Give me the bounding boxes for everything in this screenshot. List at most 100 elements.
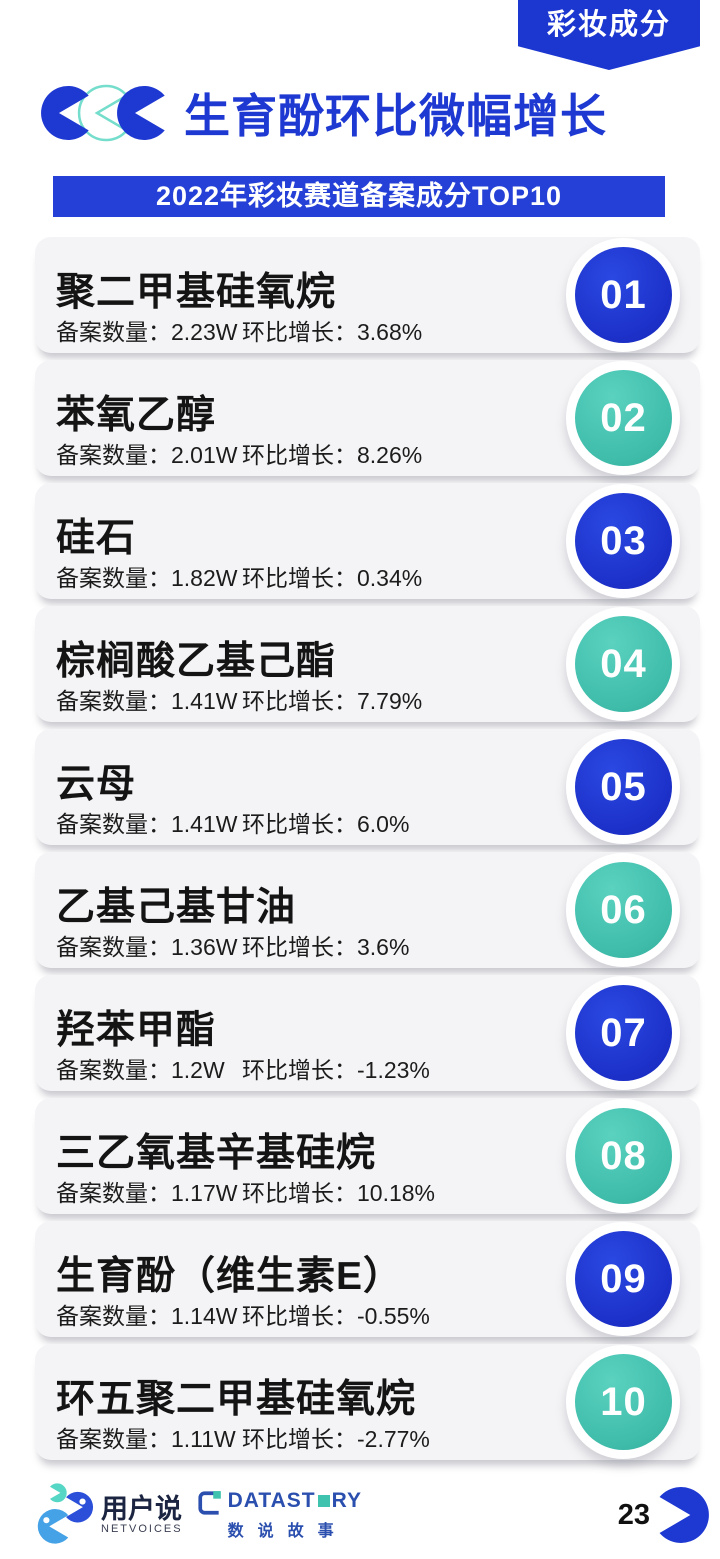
rank-badge: 02 bbox=[575, 370, 672, 466]
rank-badge: 08 bbox=[575, 1108, 672, 1204]
growth-value: 8.26% bbox=[357, 442, 423, 468]
growth-label: 环比增长： bbox=[242, 811, 357, 837]
growth-label: 环比增长： bbox=[242, 688, 357, 714]
count-label: 备案数量： bbox=[56, 688, 171, 714]
growth-value: 0.34% bbox=[357, 565, 423, 591]
rank-badge: 06 bbox=[575, 862, 672, 958]
count-value: 1.36W bbox=[171, 934, 238, 960]
ingredient-stats: 备案数量：1.82W 环比增长：0.34% bbox=[56, 559, 422, 593]
ingredient-stats: 备案数量：1.41W 环比增长：7.79% bbox=[56, 682, 422, 716]
growth-value: -1.23% bbox=[357, 1057, 430, 1083]
ingredient-name: 聚二甲基硅氧烷 bbox=[56, 271, 337, 314]
netvoices-text: 用户说 NETVOICES bbox=[101, 1493, 183, 1535]
pacman-left-icon bbox=[659, 1487, 709, 1543]
ingredient-name: 生育酚（维生素E） bbox=[56, 1255, 404, 1298]
datastory-square-icon bbox=[197, 1491, 221, 1515]
growth-value: 3.68% bbox=[357, 319, 423, 345]
growth-label: 环比增长： bbox=[242, 1180, 357, 1206]
page-number: 23 bbox=[617, 1498, 650, 1531]
netvoices-birds-icon bbox=[37, 1483, 94, 1544]
rank-number: 10 bbox=[600, 1379, 647, 1424]
growth-value: -0.55% bbox=[357, 1303, 430, 1329]
ingredient-stats: 备案数量：1.2W 环比增长：-1.23% bbox=[56, 1051, 430, 1085]
growth-label: 环比增长： bbox=[242, 1303, 357, 1329]
triple-pacman-icon bbox=[41, 84, 165, 142]
rank-number: 08 bbox=[600, 1133, 647, 1178]
growth-value: 7.79% bbox=[357, 688, 423, 714]
count-label: 备案数量： bbox=[56, 934, 171, 960]
count-label: 备案数量： bbox=[56, 1057, 171, 1083]
rank-card-10: 环五聚二甲基硅氧烷 备案数量：1.11W 环比增长：-2.77% 10 bbox=[35, 1344, 700, 1460]
ingredient-stats: 备案数量：1.41W 环比增长：6.0% bbox=[56, 805, 409, 839]
ingredient-name: 环五聚二甲基硅氧烷 bbox=[56, 1378, 417, 1421]
rank-number: 02 bbox=[600, 395, 647, 440]
count-value: 2.01W bbox=[171, 442, 238, 468]
count-label: 备案数量： bbox=[56, 565, 171, 591]
rank-number: 04 bbox=[600, 641, 647, 686]
rank-number: 01 bbox=[600, 272, 647, 317]
rank-number: 09 bbox=[600, 1256, 647, 1301]
rank-badge: 03 bbox=[575, 493, 672, 589]
datastory-text: DATAST RY 数说故事 bbox=[228, 1489, 362, 1541]
corner-ribbon-label: 彩妆成分 bbox=[546, 9, 671, 41]
ingredient-stats: 备案数量：1.17W 环比增长：10.18% bbox=[56, 1174, 435, 1208]
ingredient-stats: 备案数量：1.36W 环比增长：3.6% bbox=[56, 928, 409, 962]
count-label: 备案数量： bbox=[56, 1303, 171, 1329]
section-banner: 2022年彩妆赛道备案成分TOP10 bbox=[53, 176, 665, 217]
ingredient-stats: 备案数量：1.14W 环比增长：-0.55% bbox=[56, 1297, 430, 1331]
growth-label: 环比增长： bbox=[242, 1057, 357, 1083]
count-label: 备案数量： bbox=[56, 1426, 171, 1452]
rank-badge: 01 bbox=[575, 247, 672, 343]
title-row: 生育酚环比微幅增长 bbox=[40, 80, 607, 146]
count-value: 1.11W bbox=[171, 1426, 236, 1452]
rank-card-8: 三乙氧基辛基硅烷 备案数量：1.17W 环比增长：10.18% 08 bbox=[35, 1098, 700, 1214]
count-value: 1.41W bbox=[171, 811, 238, 837]
count-value: 1.17W bbox=[171, 1180, 238, 1206]
rank-card-7: 羟苯甲酯 备案数量：1.2W 环比增长：-1.23% 07 bbox=[35, 975, 700, 1091]
count-label: 备案数量： bbox=[56, 442, 171, 468]
growth-label: 环比增长： bbox=[242, 319, 357, 345]
datastory-name-pre: DATAST bbox=[227, 1489, 316, 1512]
rank-card-1: 聚二甲基硅氧烷 备案数量：2.23W 环比增长：3.68% 01 bbox=[35, 237, 700, 353]
growth-label: 环比增长： bbox=[242, 442, 357, 468]
count-label: 备案数量： bbox=[56, 319, 171, 345]
rank-card-5: 云母 备案数量：1.41W 环比增长：6.0% 05 bbox=[35, 729, 700, 845]
square-glyph-icon bbox=[317, 1495, 330, 1507]
ingredient-stats: 备案数量：2.23W 环比增长：3.68% bbox=[56, 313, 422, 347]
growth-value: -2.77% bbox=[357, 1426, 430, 1452]
page-title: 生育酚环比微幅增长 bbox=[184, 90, 607, 142]
ingredient-name: 硅石 bbox=[56, 517, 137, 560]
rank-badge: 04 bbox=[575, 616, 672, 712]
rank-badge: 09 bbox=[575, 1231, 672, 1327]
datastory-name: DATAST RY bbox=[228, 1489, 362, 1513]
growth-value: 6.0% bbox=[357, 811, 410, 837]
count-label: 备案数量： bbox=[56, 811, 171, 837]
rank-badge: 07 bbox=[575, 985, 672, 1081]
netvoices-name: 用户说 bbox=[101, 1493, 182, 1524]
footer-logos: 用户说 NETVOICES DATAST RY 数说故事 bbox=[35, 1483, 362, 1547]
rank-card-9: 生育酚（维生素E） 备案数量：1.14W 环比增长：-0.55% 09 bbox=[35, 1221, 700, 1337]
ingredient-name: 棕榈酸乙基己酯 bbox=[56, 640, 337, 683]
ingredient-stats: 备案数量：2.01W 环比增长：8.26% bbox=[56, 436, 422, 470]
growth-value: 10.18% bbox=[357, 1180, 436, 1206]
rank-number: 05 bbox=[600, 764, 647, 809]
growth-label: 环比增长： bbox=[242, 934, 357, 960]
datastory-logo: DATAST RY 数说故事 bbox=[197, 1489, 362, 1541]
ingredient-name: 三乙氧基辛基硅烷 bbox=[56, 1132, 377, 1175]
rank-card-2: 苯氧乙醇 备案数量：2.01W 环比增长：8.26% 02 bbox=[35, 360, 700, 476]
growth-value: 3.6% bbox=[357, 934, 410, 960]
ingredient-stats: 备案数量：1.11W 环比增长：-2.77% bbox=[56, 1420, 430, 1454]
ranking-list: 聚二甲基硅氧烷 备案数量：2.23W 环比增长：3.68% 01 苯氧乙醇 备案… bbox=[35, 237, 700, 1467]
ingredient-name: 苯氧乙醇 bbox=[56, 394, 217, 437]
rank-number: 06 bbox=[600, 887, 647, 932]
rank-number: 07 bbox=[600, 1010, 647, 1055]
rank-badge: 10 bbox=[575, 1354, 672, 1450]
corner-ribbon-badge: 彩妆成分 bbox=[518, 0, 700, 70]
count-value: 2.23W bbox=[171, 319, 238, 345]
count-value: 1.82W bbox=[171, 565, 238, 591]
count-label: 备案数量： bbox=[56, 1180, 171, 1206]
ingredient-name: 云母 bbox=[56, 763, 137, 806]
datastory-sub: 数说故事 bbox=[227, 1523, 348, 1540]
footer: 用户说 NETVOICES DATAST RY 数说故事 23 bbox=[35, 1480, 710, 1550]
